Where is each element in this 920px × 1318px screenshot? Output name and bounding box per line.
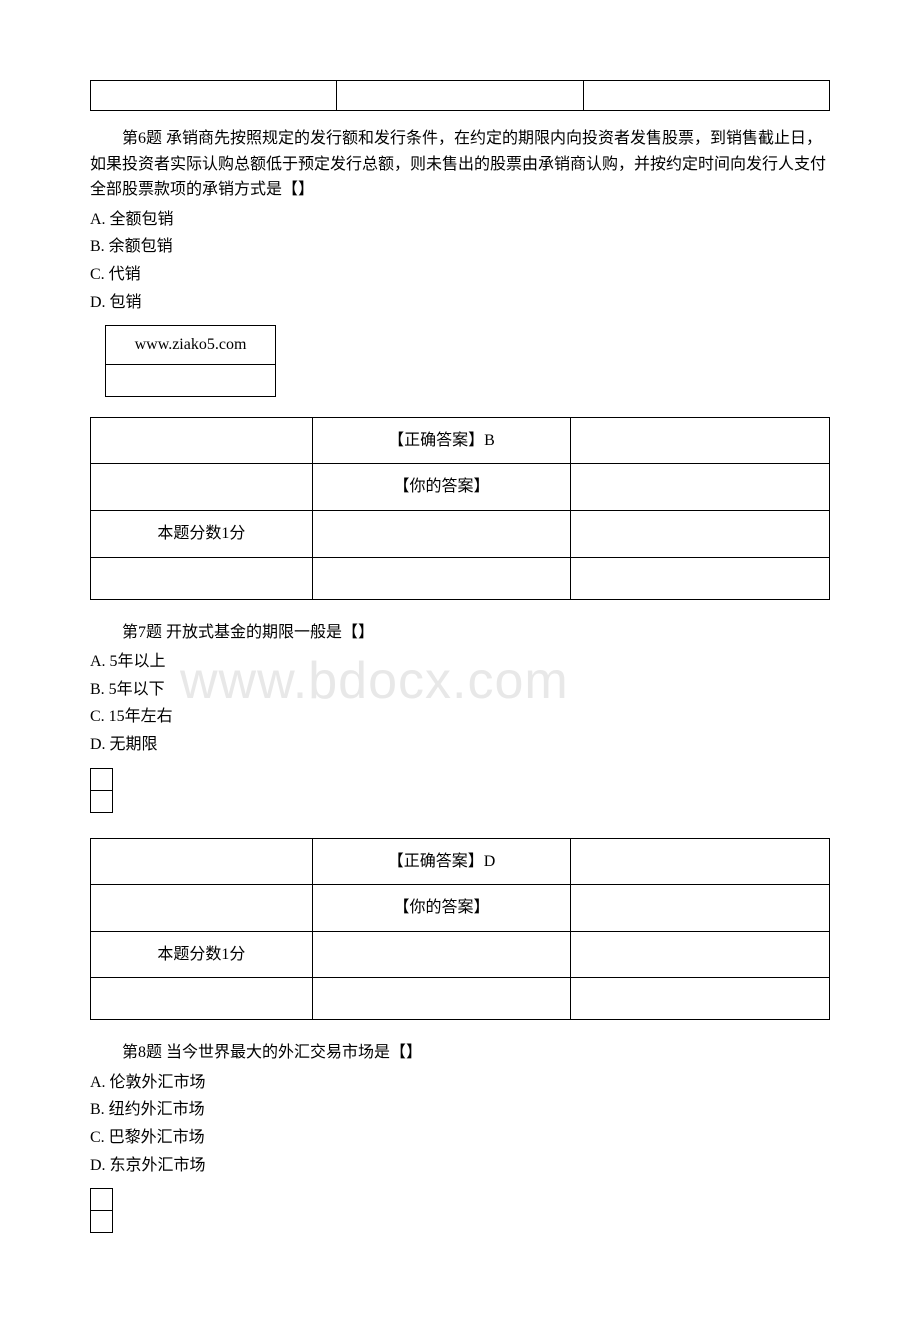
prev-answer-table-last-row	[90, 80, 830, 111]
empty-cell	[571, 510, 830, 557]
empty-cell	[583, 81, 829, 111]
q6-option-a: A. 全额包销	[90, 207, 830, 233]
q6-option-c: C. 代销	[90, 262, 830, 288]
empty-cell	[312, 931, 571, 978]
empty-cell	[91, 885, 313, 932]
q7-answer-table: 【正确答案】D 【你的答案】 本题分数1分	[90, 838, 830, 1021]
q7-score: 本题分数1分	[91, 931, 313, 978]
empty-cell	[91, 1189, 113, 1211]
q8-small-table	[90, 1188, 113, 1233]
question-8-body: 当今世界最大的外汇交易市场是【】	[166, 1044, 422, 1061]
empty-cell	[91, 81, 337, 111]
question-6-prefix: 第6题	[122, 130, 166, 147]
question-7-text: 第7题 开放式基金的期限一般是【】	[90, 620, 830, 646]
question-6-text: 第6题 承销商先按照规定的发行额和发行条件，在约定的期限内向投资者发售股票，到销…	[90, 126, 830, 203]
page-content: 第6题 承销商先按照规定的发行额和发行条件，在约定的期限内向投资者发售股票，到销…	[90, 80, 830, 1233]
q7-your-answer: 【你的答案】	[312, 885, 571, 932]
url-cell: www.ziako5.com	[106, 326, 276, 365]
question-7-body: 开放式基金的期限一般是【】	[166, 624, 374, 641]
empty-cell	[91, 838, 313, 885]
empty-cell	[571, 557, 830, 599]
empty-cell	[312, 557, 571, 599]
q6-your-answer: 【你的答案】	[312, 464, 571, 511]
q6-option-b: B. 余额包销	[90, 234, 830, 260]
empty-cell	[571, 838, 830, 885]
q8-option-b: B. 纽约外汇市场	[90, 1097, 830, 1123]
q7-option-a: A. 5年以上	[90, 649, 830, 675]
q6-score: 本题分数1分	[91, 510, 313, 557]
question-8-prefix: 第8题	[122, 1044, 166, 1061]
empty-cell	[571, 464, 830, 511]
q7-option-b: B. 5年以下	[90, 677, 830, 703]
q7-correct-answer: 【正确答案】D	[312, 838, 571, 885]
empty-cell	[106, 364, 276, 396]
empty-cell	[337, 81, 583, 111]
empty-cell	[571, 931, 830, 978]
empty-cell	[91, 417, 313, 464]
q6-answer-table: 【正确答案】B 【你的答案】 本题分数1分	[90, 417, 830, 600]
empty-cell	[312, 978, 571, 1020]
q8-option-d: D. 东京外汇市场	[90, 1153, 830, 1179]
empty-cell	[91, 978, 313, 1020]
question-8-text: 第8题 当今世界最大的外汇交易市场是【】	[90, 1040, 830, 1066]
empty-cell	[571, 978, 830, 1020]
empty-cell	[91, 557, 313, 599]
empty-cell	[91, 464, 313, 511]
empty-cell	[91, 790, 113, 812]
question-6-body: 承销商先按照规定的发行额和发行条件，在约定的期限内向投资者发售股票，到销售截止日…	[90, 130, 826, 198]
q7-option-c: C. 15年左右	[90, 704, 830, 730]
q6-correct-answer: 【正确答案】B	[312, 417, 571, 464]
q7-option-d: D. 无期限	[90, 732, 830, 758]
question-7-prefix: 第7题	[122, 624, 166, 641]
empty-cell	[91, 1211, 113, 1233]
q6-option-d: D. 包销	[90, 290, 830, 316]
empty-cell	[571, 417, 830, 464]
url-table: www.ziako5.com	[105, 325, 276, 397]
q8-option-c: C. 巴黎外汇市场	[90, 1125, 830, 1151]
q7-small-table	[90, 768, 113, 813]
empty-cell	[571, 885, 830, 932]
empty-cell	[91, 768, 113, 790]
q8-option-a: A. 伦敦外汇市场	[90, 1070, 830, 1096]
empty-cell	[312, 510, 571, 557]
